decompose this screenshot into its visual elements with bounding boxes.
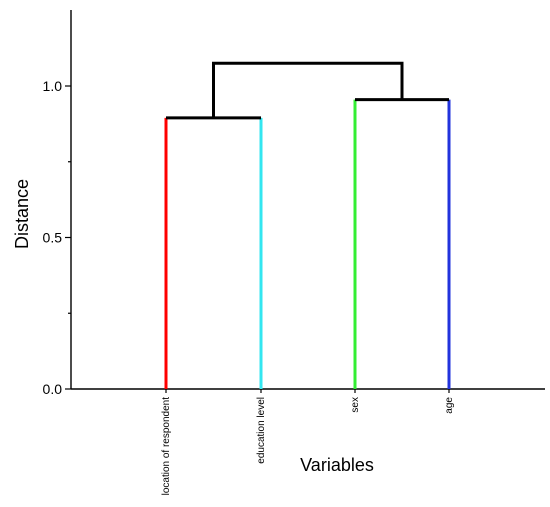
- y-axis: 0.0 0.5 1.0: [43, 10, 72, 397]
- x-category-label: location of respondent: [161, 397, 172, 496]
- y-axis-title: Distance: [12, 179, 32, 249]
- y-ticks: 0.0 0.5 1.0: [43, 78, 71, 397]
- dendrogram-links: [166, 61, 449, 120]
- y-tick-label: 0.5: [43, 230, 63, 246]
- x-category-label: sex: [350, 397, 361, 413]
- y-tick-label: 1.0: [43, 78, 63, 94]
- x-category-label: age: [444, 397, 455, 414]
- x-axis: location of respondent education level sex…: [71, 388, 545, 495]
- x-category-labels: location of respondent education level sex…: [161, 389, 455, 495]
- x-category-label: education level: [256, 397, 267, 464]
- y-tick-label: 0.0: [43, 381, 63, 397]
- x-axis-title: Variables: [300, 455, 374, 475]
- dendrogram-leaves: [164, 99, 451, 389]
